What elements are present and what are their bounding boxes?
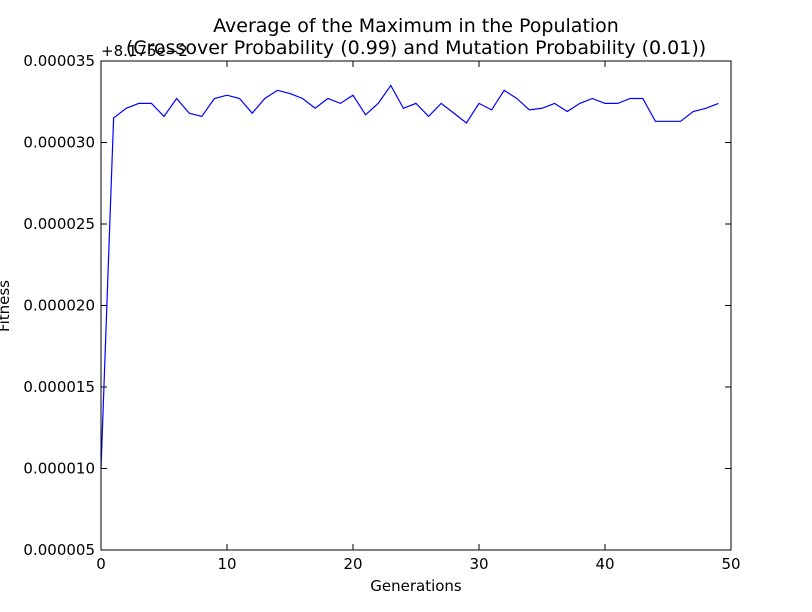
x-tick-label-1: 10 <box>217 555 236 573</box>
plot-frame <box>100 60 732 551</box>
chart-subtitle: (Crossover Probability (0.99) and Mutati… <box>126 37 706 59</box>
y-tick-label-1: 0.000010 <box>23 460 95 478</box>
x-axis-label: Generations <box>370 577 462 595</box>
y-tick-label-2: 0.000015 <box>23 378 95 396</box>
y-tick-label-5: 0.000030 <box>23 134 95 152</box>
tick-labels: 0 10 20 30 40 50 0.000005 0.000010 0.000015 0.000… <box>23 52 740 573</box>
x-tick-label-5: 50 <box>721 555 740 573</box>
chart-title: Average of the Maximum in the Population <box>213 15 619 37</box>
x-tick-label-2: 20 <box>343 555 362 573</box>
y-tick-label-6: 0.000035 <box>23 52 95 70</box>
fitness-series-line <box>100 84 719 469</box>
y-axis-label: Fitness <box>0 280 13 332</box>
x-tick-label-4: 40 <box>595 555 614 573</box>
y-axis-offset-label: +8.175e−2 <box>101 42 188 60</box>
y-tick-label-3: 0.000020 <box>23 297 95 315</box>
x-tick-label-3: 30 <box>469 555 488 573</box>
y-tick-label-0: 0.000005 <box>23 541 95 559</box>
plot-background <box>101 61 731 550</box>
x-tick-label-0: 0 <box>96 555 106 573</box>
y-tick-label-4: 0.000025 <box>23 215 95 233</box>
